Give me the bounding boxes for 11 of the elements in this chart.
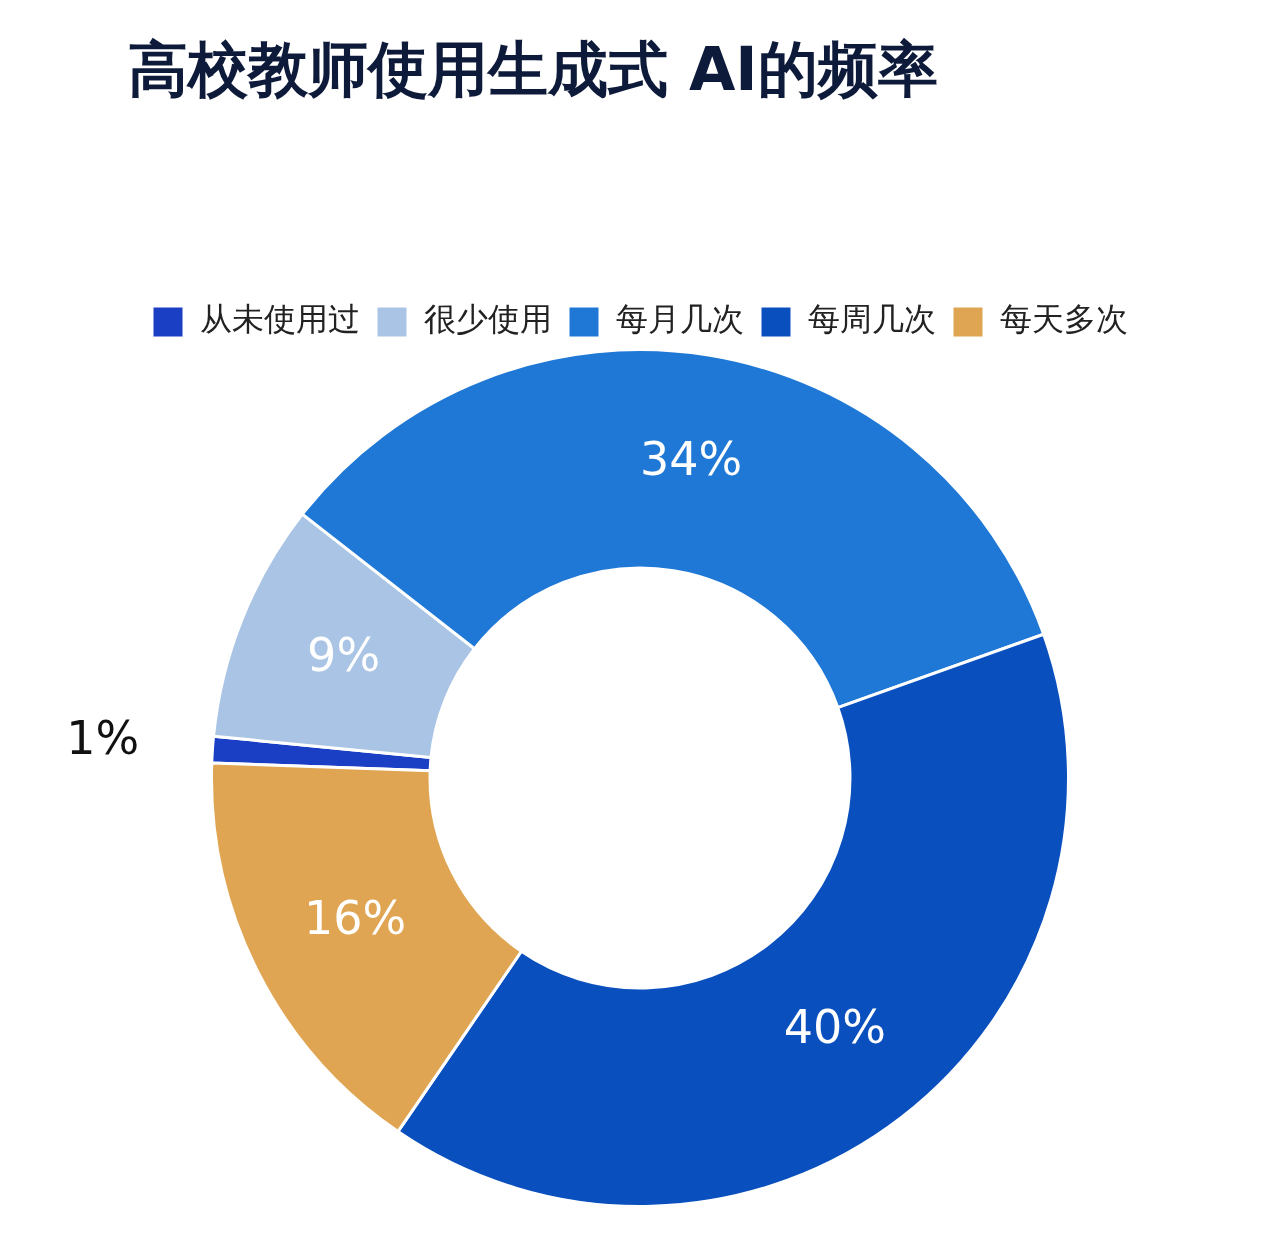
data-label: 16% — [303, 890, 407, 945]
legend-label: 很少使用 — [424, 300, 552, 339]
data-label: 40% — [783, 999, 886, 1054]
data-label: 9% — [307, 628, 381, 683]
legend-label: 每周几次 — [808, 300, 936, 339]
legend-label: 每天多次 — [1000, 300, 1128, 339]
data-label: 1% — [66, 711, 140, 766]
chart-title: 高校教师使用生成式 AI的频率 — [128, 33, 938, 104]
legend-label: 从未使用过 — [200, 300, 360, 339]
legend-label: 每月几次 — [616, 300, 744, 339]
data-label: 34% — [639, 431, 743, 486]
